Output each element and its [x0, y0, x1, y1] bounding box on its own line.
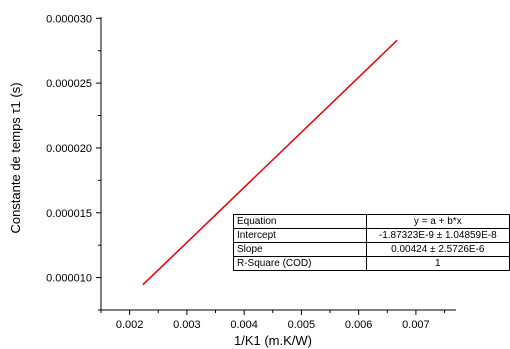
- fit-row-slope-value: 0.00424 ± 2.5726E-6: [365, 242, 510, 257]
- fit-row-intercept-value: -1.87323E-9 ± 1.04859E-8: [365, 228, 510, 243]
- series-group: [142, 39, 398, 286]
- table-row: R-Square (COD) 1: [233, 256, 510, 271]
- x-tick-label: 0.005: [288, 319, 316, 331]
- y-tick-label: 0.000010: [46, 273, 92, 285]
- fit-row-rsquare-label: R-Square (COD): [233, 256, 367, 271]
- x-tick-label: 0.004: [230, 319, 258, 331]
- table-row: Slope 0.00424 ± 2.5726E-6: [233, 242, 510, 257]
- fit-row-rsquare-value: 1: [365, 256, 510, 271]
- y-axis-title: Constante de temps τ1 (s): [8, 82, 23, 233]
- y-tick-label: 0.000015: [46, 208, 92, 220]
- x-axis-ticks: 0.002 0.003 0.004 0.005 0.006 0.007: [100, 310, 446, 331]
- table-row: Equation y = a + b*x: [233, 214, 510, 229]
- fit-row-intercept-label: Intercept: [233, 228, 367, 243]
- y-tick-label: 0.000030: [46, 13, 92, 25]
- fit-line-series: [142, 39, 398, 286]
- y-axis-ticks: 0.000010 0.000015 0.000020 0.000025 0.000030: [46, 13, 101, 311]
- x-tick-label: 0.002: [116, 319, 144, 331]
- x-axis-title: 1/K1 (m.K/W): [234, 333, 312, 348]
- fit-row-equation-label: Equation: [233, 214, 367, 229]
- fit-row-equation-value: y = a + b*x: [365, 214, 510, 229]
- table-row: Intercept -1.87323E-9 ± 1.04859E-8: [233, 228, 510, 243]
- x-tick-label: 0.006: [345, 319, 373, 331]
- y-tick-label: 0.000020: [46, 143, 92, 155]
- fit-row-slope-label: Slope: [233, 242, 367, 257]
- fit-results-table: Equation y = a + b*x Intercept -1.87323E…: [233, 214, 510, 271]
- x-tick-label: 0.003: [173, 319, 201, 331]
- x-tick-label: 0.007: [402, 319, 430, 331]
- y-tick-label: 0.000025: [46, 78, 92, 90]
